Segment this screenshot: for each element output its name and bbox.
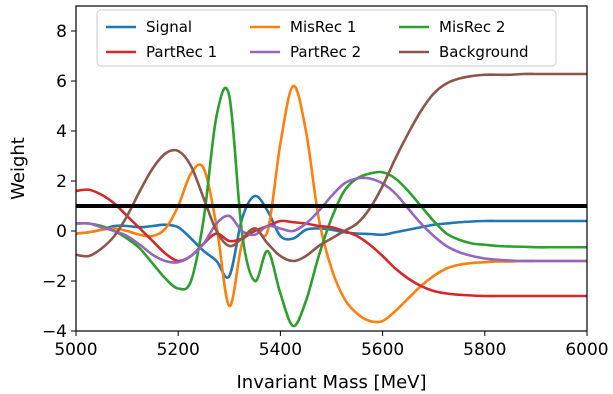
x-tick-label: 5000 — [54, 340, 97, 360]
x-tick-label: 5600 — [361, 340, 404, 360]
x-tick-label: 5800 — [463, 340, 506, 360]
y-tick-label: 8 — [56, 22, 67, 42]
x-axis-label: Invariant Mass [MeV] — [236, 372, 426, 393]
legend-label: Signal — [146, 18, 192, 36]
series-layer — [76, 72, 587, 328]
plot-frame — [75, 5, 588, 332]
x-tick-label: 5400 — [259, 340, 302, 360]
series-line-misrec-1 — [76, 84, 587, 324]
series-line-partrec-2 — [76, 176, 587, 264]
legend: Signal MisRec 1 MisRec 2 PartRec 1 PartRec 2… — [96, 9, 557, 67]
series-line-partrec-1 — [76, 188, 587, 298]
y-tick-label: 4 — [56, 122, 67, 142]
y-tick-label: −2 — [42, 272, 67, 292]
x-tick-label: 5200 — [157, 340, 200, 360]
y-tick-label: 2 — [56, 172, 67, 192]
legend-label: PartRec 1 — [146, 43, 217, 61]
y-tick-label: 6 — [56, 72, 67, 92]
y-tick-label: −4 — [42, 322, 67, 342]
series-line-misrec-2 — [76, 86, 587, 328]
series-line-signal — [76, 194, 587, 279]
x-tick-label: 6000 — [565, 340, 608, 360]
series-line-background — [76, 72, 587, 263]
legend-box — [96, 9, 557, 67]
y-axis-label: Weight — [8, 137, 29, 200]
legend-label: MisRec 2 — [439, 18, 505, 36]
legend-label: Background — [439, 43, 529, 61]
legend-label: PartRec 2 — [290, 43, 361, 61]
y-tick-label: 0 — [56, 222, 67, 242]
legend-label: MisRec 1 — [290, 18, 356, 36]
axis-ticks: 5000 5200 5400 5600 5800 6000 −4 −2 0 2 4 6 8 — [42, 22, 609, 360]
